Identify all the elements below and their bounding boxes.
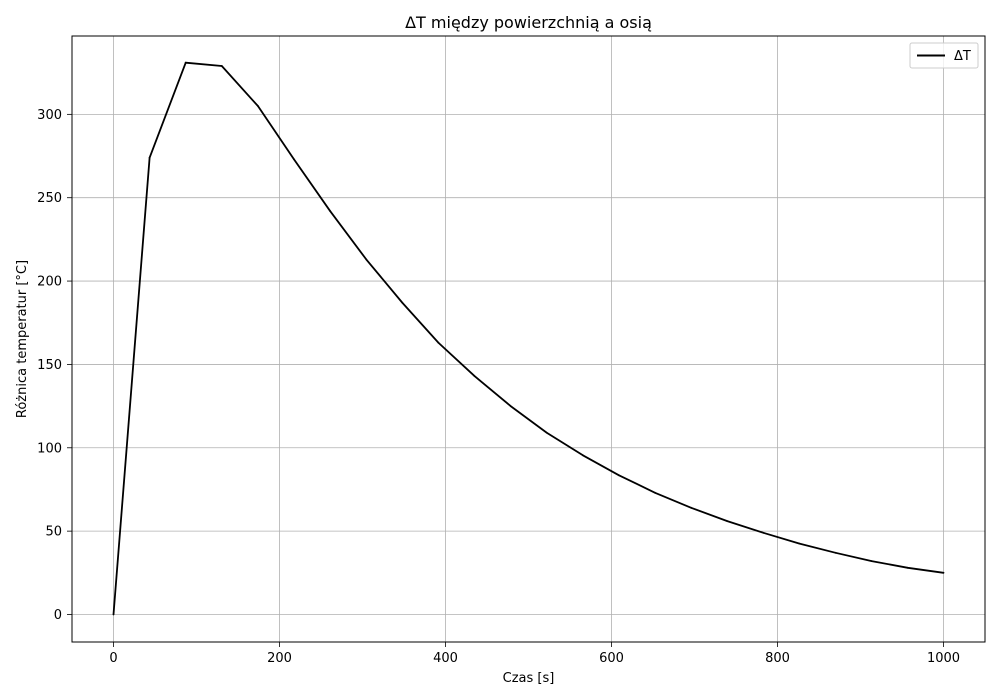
data-point (834, 551, 837, 554)
data-point (401, 301, 404, 304)
data-point (618, 474, 620, 477)
data-point (545, 431, 548, 434)
data-point (437, 341, 440, 344)
x-tick-label: 200 (267, 651, 292, 666)
axis-ticks: 0 200 400 600 800 1000 0 50 100 150 200 250 300 (37, 108, 960, 666)
data-point (473, 375, 476, 377)
x-axis-title: Czas [s] (503, 671, 555, 686)
y-tick-label: 200 (37, 275, 62, 290)
legend-label: ΔT (954, 49, 971, 64)
legend: ΔT (909, 42, 979, 69)
data-point (762, 531, 765, 534)
data-point (942, 571, 945, 574)
data-point (329, 210, 332, 212)
x-tick-label: 0 (109, 651, 117, 666)
plot-area-frame (71, 35, 986, 643)
data-point (293, 158, 295, 161)
y-tick-label: 50 (45, 525, 62, 540)
data-point (184, 61, 187, 64)
data-point (365, 258, 368, 261)
chart-title: ΔT między powierzchnią a osią (405, 13, 652, 32)
data-point (220, 65, 223, 67)
data-point (690, 506, 693, 509)
y-tick-label: 250 (37, 191, 62, 206)
x-tick-label: 800 (765, 651, 790, 666)
y-tick-label: 0 (54, 608, 62, 623)
y-tick-label: 100 (37, 441, 62, 456)
series-line-0 (112, 61, 944, 615)
x-tick-label: 1000 (927, 651, 960, 666)
y-tick-label: 150 (37, 358, 62, 373)
grid-lines (72, 36, 985, 642)
data-point (581, 454, 584, 457)
y-axis-title: Różnica temperatur [°C] (15, 260, 30, 418)
data-point (870, 560, 873, 563)
data-point (112, 613, 115, 616)
data-point (148, 156, 151, 159)
data-point (257, 105, 259, 107)
data-point (654, 491, 656, 494)
data-point (798, 542, 801, 545)
y-tick-label: 300 (37, 108, 62, 123)
x-tick-label: 400 (433, 651, 458, 666)
data-point (726, 520, 729, 523)
x-tick-label: 600 (599, 651, 624, 666)
series-layer (112, 61, 945, 616)
data-point (906, 566, 909, 569)
data-point (509, 405, 512, 407)
